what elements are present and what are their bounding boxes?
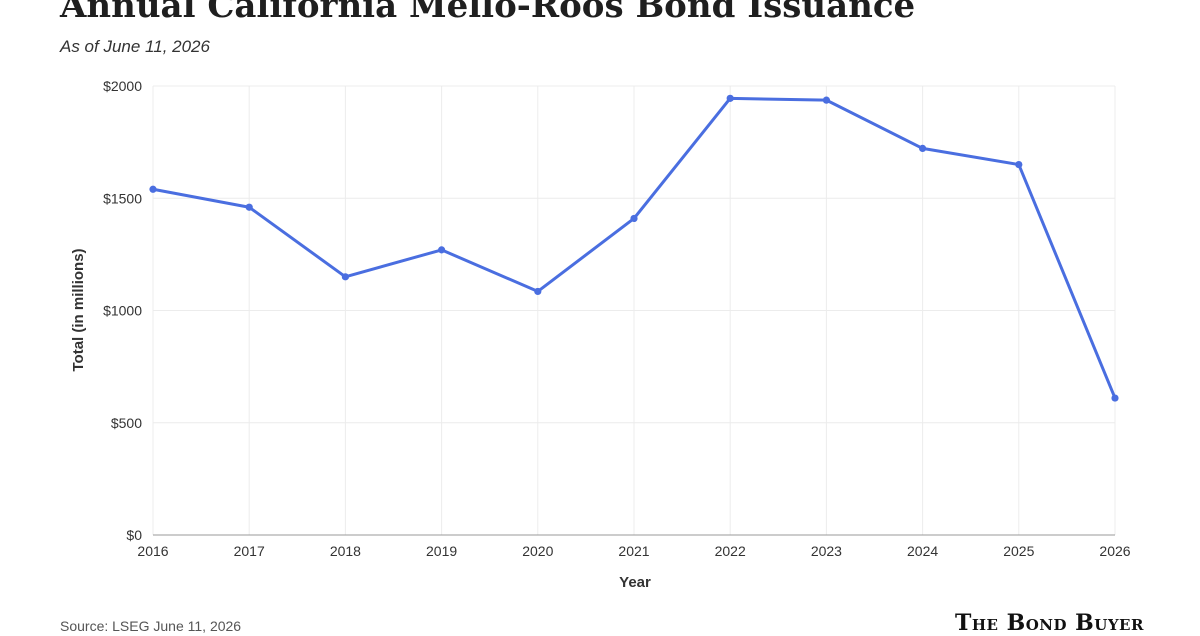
x-tick-label: 2020 <box>522 543 553 559</box>
x-tick-label: 2021 <box>618 543 649 559</box>
data-point <box>630 214 638 223</box>
data-point <box>149 185 157 193</box>
x-axis-title: Year <box>619 574 651 591</box>
axes: $0 $500 $1000 $1500 $2000 2016 2017 2018 2019 202… <box>103 78 1131 559</box>
grid-lines <box>152 85 1116 536</box>
series-layer <box>149 94 1119 402</box>
y-tick-label: $500 <box>111 415 142 431</box>
y-tick-label: $2000 <box>103 78 142 94</box>
x-tick-label: 2024 <box>907 543 938 559</box>
chart-subtitle: As of June 11, 2026 <box>60 37 210 56</box>
x-tick-label: 2018 <box>330 543 361 559</box>
x-tick-label: 2017 <box>234 543 265 559</box>
publisher-logo: The Bond Buyer <box>955 610 1144 636</box>
data-point <box>1111 394 1119 402</box>
x-tick-label: 2016 <box>137 543 168 559</box>
data-point <box>919 144 927 153</box>
x-tick-label: 2025 <box>1003 543 1034 559</box>
x-tick-label: 2026 <box>1099 543 1130 559</box>
y-axis-title: Total (in millions) <box>70 248 87 371</box>
source-note: Source: LSEG June 11, 2026 <box>60 618 242 634</box>
x-tick-label: 2022 <box>715 543 746 559</box>
y-tick-label: $1000 <box>103 303 142 319</box>
data-point <box>438 246 446 254</box>
data-point <box>341 273 349 281</box>
x-tick-label: 2019 <box>426 543 457 559</box>
y-tick-label: $0 <box>126 527 142 543</box>
chart-title: Annual California Mello-Roos Bond Issuan… <box>60 0 916 26</box>
x-tick-label: 2023 <box>811 543 842 559</box>
y-tick-label: $1500 <box>103 190 142 206</box>
data-point <box>245 203 253 211</box>
data-point <box>726 94 734 102</box>
data-point <box>534 287 542 296</box>
data-point <box>822 96 831 104</box>
data-point <box>1015 160 1023 169</box>
